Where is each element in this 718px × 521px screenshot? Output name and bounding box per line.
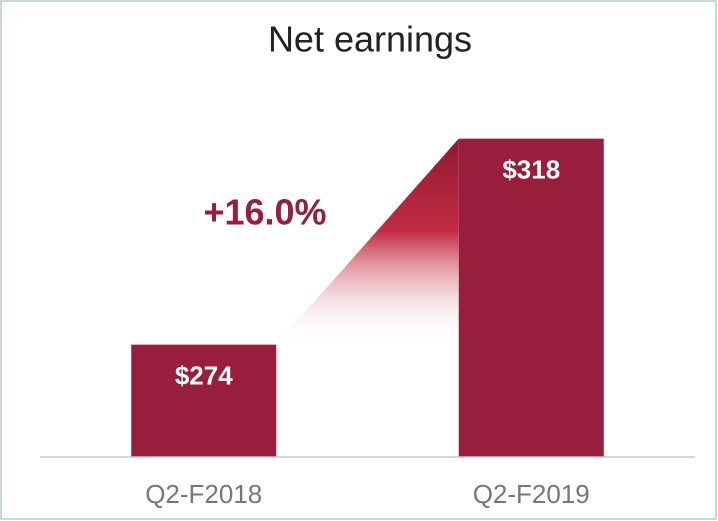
x-tick-label: Q2-F2018	[145, 479, 262, 509]
growth-wedge	[276, 138, 459, 345]
wedge-layer	[276, 138, 459, 345]
annotation: +16.0%	[203, 192, 326, 233]
bar	[458, 138, 604, 458]
chart-title: Net earnings	[268, 19, 472, 60]
value-label: $318	[502, 155, 560, 185]
bar	[131, 344, 277, 457]
x-tick-label: Q2-F2019	[473, 479, 590, 509]
value-label: $274	[175, 361, 233, 391]
